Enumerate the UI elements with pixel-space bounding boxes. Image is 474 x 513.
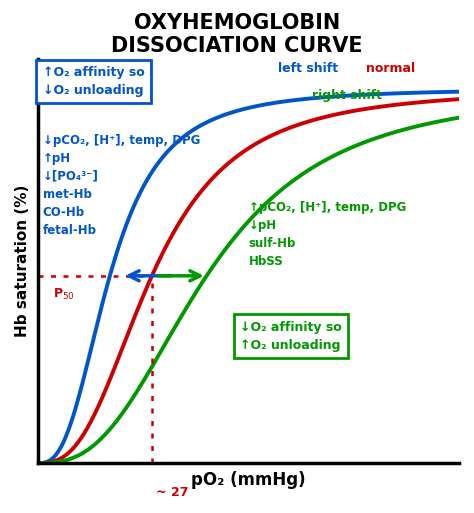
Text: ↑pCO₂, [H⁺], temp, DPG
↓pH
sulf-Hb
HbSS: ↑pCO₂, [H⁺], temp, DPG ↓pH sulf-Hb HbSS [249,201,406,268]
Text: ↑O₂ affinity so
↓O₂ unloading: ↑O₂ affinity so ↓O₂ unloading [43,66,144,97]
Text: DISSOCIATION CURVE: DISSOCIATION CURVE [111,36,363,56]
Y-axis label: Hb saturation (%): Hb saturation (%) [15,185,30,337]
Text: right shift: right shift [312,89,382,102]
X-axis label: pO₂ (mmHg): pO₂ (mmHg) [191,471,306,489]
Text: ~ 27: ~ 27 [156,485,189,499]
Text: ↓pCO₂, [H⁺], temp, DPG
↑pH
↓[PO₄³⁻]
met-Hb
CO-Hb
fetal-Hb: ↓pCO₂, [H⁺], temp, DPG ↑pH ↓[PO₄³⁻] met-… [43,133,200,236]
Text: OXYHEMOGLOBIN: OXYHEMOGLOBIN [134,13,340,33]
Text: ↓O₂ affinity so
↑O₂ unloading: ↓O₂ affinity so ↑O₂ unloading [240,321,342,352]
Text: left shift: left shift [278,63,338,75]
Text: normal: normal [366,63,416,75]
Text: P$_{50}$: P$_{50}$ [53,287,75,302]
